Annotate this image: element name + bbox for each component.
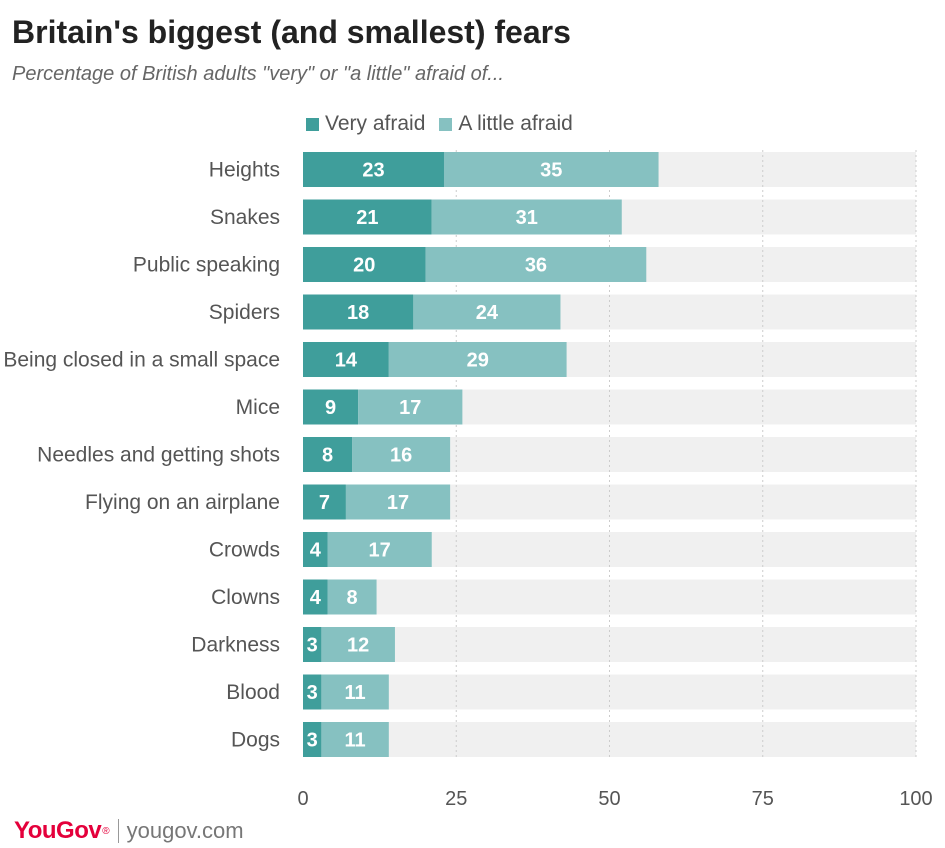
category-label: Clowns <box>211 586 280 609</box>
category-label: Darkness <box>191 634 280 657</box>
bar-very-afraid-needles-and-getting-shots <box>303 437 353 472</box>
bar-very-afraid-blood <box>303 674 322 710</box>
value-label: 31 <box>516 207 538 229</box>
yougov-logo: YouGov <box>14 817 102 844</box>
value-label: 4 <box>310 540 322 562</box>
category-label: Crowds <box>209 539 280 562</box>
category-label: Snakes <box>210 206 280 229</box>
bar-a-little-afraid-darkness <box>321 627 395 662</box>
value-label: 17 <box>369 540 391 562</box>
bar-very-afraid-darkness <box>303 627 322 662</box>
value-label: 17 <box>387 492 409 514</box>
bar-very-afraid-being-closed-in-a-small-space <box>303 342 389 377</box>
value-label: 3 <box>307 730 318 752</box>
chart-title: Britain's biggest (and smallest) fears <box>12 14 571 50</box>
x-tick-label: 25 <box>445 788 467 810</box>
bar-very-afraid-spiders <box>303 294 414 330</box>
x-tick-label: 100 <box>899 788 932 810</box>
bar-a-little-afraid-needles-and-getting-shots <box>352 437 451 472</box>
value-label: 4 <box>310 587 322 609</box>
bar-a-little-afraid-blood <box>321 674 389 710</box>
bar-a-little-afraid-clowns <box>327 579 377 615</box>
value-label: 8 <box>346 587 357 609</box>
legend-item-very-afraid: Very afraid <box>306 112 425 136</box>
x-tick-label: 75 <box>752 788 774 810</box>
x-tick-label: 0 <box>297 788 308 810</box>
value-label: 9 <box>325 397 336 419</box>
bar-very-afraid-snakes <box>303 199 432 235</box>
chart-legend: Very afraid A little afraid <box>306 112 587 136</box>
value-label: 24 <box>476 302 499 324</box>
category-label: Flying on an airplane <box>85 491 280 514</box>
category-label: Being closed in a small space <box>3 349 280 372</box>
x-tick-label: 50 <box>598 788 620 810</box>
value-label: 7 <box>319 492 330 514</box>
bar-a-little-afraid-dogs <box>321 722 389 757</box>
value-label: 12 <box>347 635 369 657</box>
bar-a-little-afraid-mice <box>358 389 463 425</box>
value-label: 8 <box>322 445 333 467</box>
value-label: 18 <box>347 302 369 324</box>
category-label: Blood <box>226 681 280 704</box>
category-label: Mice <box>236 396 280 419</box>
bar-very-afraid-flying-on-an-airplane <box>303 484 346 520</box>
legend-item-a-little-afraid: A little afraid <box>439 112 573 136</box>
category-label: Dogs <box>231 729 280 752</box>
bar-a-little-afraid-crowds <box>327 532 432 567</box>
category-label: Spiders <box>209 301 280 324</box>
value-label: 21 <box>356 207 378 229</box>
value-label: 36 <box>525 255 547 277</box>
legend-label-very-afraid: Very afraid <box>325 112 426 135</box>
bar-a-little-afraid-snakes <box>431 199 622 235</box>
value-label: 20 <box>353 255 375 277</box>
value-label: 16 <box>390 445 412 467</box>
bar-very-afraid-public-speaking <box>303 247 426 282</box>
category-label: Heights <box>209 159 280 182</box>
category-label: Needles and getting shots <box>37 444 280 467</box>
bar-very-afraid-heights <box>303 152 444 187</box>
category-label: Public speaking <box>133 254 280 277</box>
value-label: 3 <box>307 635 318 657</box>
value-label: 35 <box>540 160 562 182</box>
value-label: 23 <box>362 160 384 182</box>
bar-a-little-afraid-being-closed-in-a-small-space <box>388 342 567 377</box>
value-label: 14 <box>335 350 358 372</box>
value-label: 17 <box>399 397 421 419</box>
value-label: 29 <box>467 350 489 372</box>
legend-swatch-very-afraid <box>306 117 319 131</box>
chart-subtitle: Percentage of British adults "very" or "… <box>12 63 504 85</box>
value-label: 11 <box>345 682 366 704</box>
value-label: 11 <box>345 730 366 752</box>
footer-divider <box>117 819 119 843</box>
bar-a-little-afraid-spiders <box>413 294 561 330</box>
bar-a-little-afraid-flying-on-an-airplane <box>345 484 451 520</box>
bar-very-afraid-clowns <box>303 579 328 615</box>
bar-very-afraid-mice <box>303 389 359 425</box>
bar-a-little-afraid-public-speaking <box>425 247 647 282</box>
bar-very-afraid-crowds <box>303 532 328 567</box>
footer: YouGov ® yougov.com <box>14 817 244 844</box>
legend-label-a-little-afraid: A little afraid <box>458 112 573 135</box>
registered-mark: ® <box>102 825 110 837</box>
footer-site-link[interactable]: yougov.com <box>126 818 244 843</box>
bar-a-little-afraid-heights <box>443 152 659 187</box>
legend-swatch-a-little-afraid <box>439 117 453 131</box>
bar-very-afraid-dogs <box>303 722 322 757</box>
value-label: 3 <box>307 682 318 704</box>
